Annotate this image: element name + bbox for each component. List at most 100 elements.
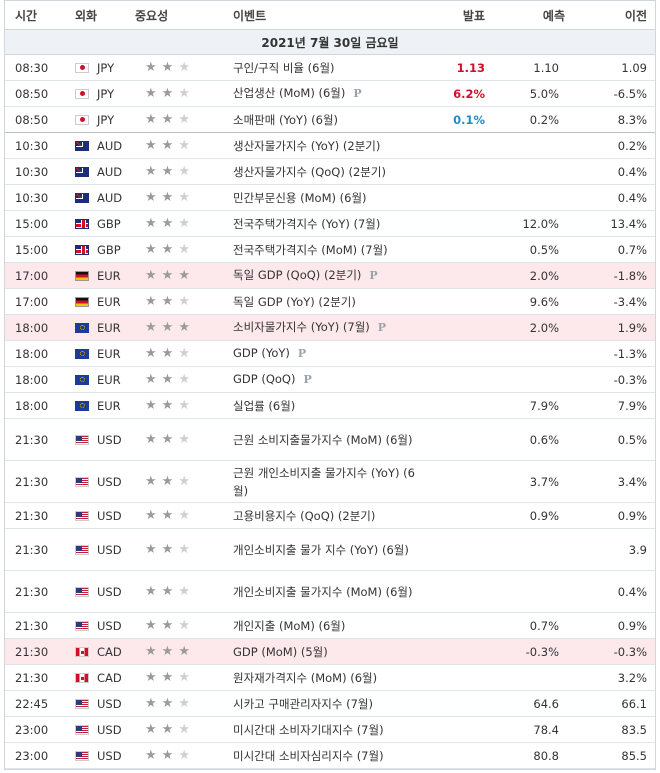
event-previous: 0.9% — [617, 618, 647, 633]
star-icon: ★ — [178, 398, 190, 413]
table-row[interactable]: 10:30 AUD ★ ★ ★ 민간부문신용 (MoM) (6월) 0.4% — [5, 185, 655, 211]
table-row[interactable]: 18:00 EUR ★ ★ ★ 실업률 (6월) 7.9% 7.9% — [5, 393, 655, 419]
event-name[interactable]: 개인소비지출 물가 지수 (YoY) (6월) — [225, 541, 421, 559]
event-title[interactable]: 생산자물가지수 (YoY) (2분기) — [233, 138, 381, 153]
event-title[interactable]: 전국주택가격지수 (MoM) (7월) — [233, 242, 388, 257]
header-currency[interactable]: 외화 — [75, 8, 98, 23]
event-title[interactable]: GDP (QoQ) — [233, 372, 296, 386]
table-row[interactable]: 21:30 CAD ★ ★ ★ 원자재가격지수 (MoM) (6월) 3.2% — [5, 665, 655, 691]
event-forecast: 2.0% — [529, 268, 559, 283]
star-icon: ★ — [145, 618, 157, 633]
table-row[interactable]: 21:30 USD ★ ★ ★ 근원 개인소비지출 물가지수 (YoY) (6월) 3.7%… — [5, 461, 655, 503]
event-title[interactable]: 시카고 구매관리자지수 (7월) — [233, 696, 373, 711]
event-title[interactable]: 미시간대 소비자심리지수 (7월) — [233, 748, 384, 763]
event-title[interactable]: 민간부문신용 (MoM) (6월) — [233, 190, 367, 205]
event-title[interactable]: 독일 GDP (QoQ) (2분기) — [233, 268, 362, 282]
event-name[interactable]: 미시간대 소비자심리지수 (7월) — [225, 747, 421, 765]
event-title[interactable]: 구인/구직 비율 (6월) — [233, 60, 335, 75]
event-name[interactable]: 독일 GDP (QoQ) (2분기) P — [225, 266, 421, 285]
table-row[interactable]: 23:00 USD ★ ★ ★ 미시간대 소비자기대지수 (7월) 78.4 83.5 — [5, 717, 655, 743]
header-event[interactable]: 이벤트 — [233, 8, 267, 23]
event-name[interactable]: 근원 개인소비지출 물가지수 (YoY) (6월) — [225, 464, 421, 500]
table-row[interactable]: 10:30 AUD ★ ★ ★ 생산자물가지수 (QoQ) (2분기) 0.4% — [5, 159, 655, 185]
table-row[interactable]: 15:00 GBP ★ ★ ★ 전국주택가격지수 (MoM) (7월) 0.5% 0.7% — [5, 237, 655, 263]
event-forecast: 0.2% — [529, 112, 559, 127]
event-name[interactable]: 생산자물가지수 (QoQ) (2분기) — [225, 163, 421, 181]
table-row[interactable]: 23:00 USD ★ ★ ★ 미시간대 소비자심리지수 (7월) 80.8 85.5 — [5, 743, 655, 769]
event-title[interactable]: 미시간대 소비자기대지수 (7월) — [233, 722, 384, 737]
event-name[interactable]: 민간부문신용 (MoM) (6월) — [225, 189, 421, 207]
event-name[interactable]: 독일 GDP (YoY) (2분기) — [225, 293, 421, 311]
table-row[interactable]: 22:45 USD ★ ★ ★ 시카고 구매관리자지수 (7월) 64.6 66.1 — [5, 691, 655, 717]
event-previous: 3.2% — [617, 670, 647, 685]
event-currency: USD — [69, 723, 135, 737]
event-name[interactable]: 전국주택가격지수 (MoM) (7월) — [225, 241, 421, 259]
event-name[interactable]: 미시간대 소비자기대지수 (7월) — [225, 721, 421, 739]
event-title[interactable]: 원자재가격지수 (MoM) (6월) — [233, 670, 378, 685]
table-row[interactable]: 21:30 CAD ★ ★ ★ GDP (MoM) (5월) -0.3% -0.3% — [5, 639, 655, 665]
event-name[interactable]: 산업생산 (MoM) (6월) P — [225, 84, 421, 103]
event-previous: 0.5% — [617, 432, 647, 447]
header-previous[interactable]: 이전 — [624, 8, 647, 23]
table-row[interactable]: 17:00 EUR ★ ★ ★ 독일 GDP (QoQ) (2분기) P 2.0% -1.8% — [5, 263, 655, 289]
event-name[interactable]: 구인/구직 비율 (6월) — [225, 59, 421, 77]
table-row[interactable]: 15:00 GBP ★ ★ ★ 전국주택가격지수 (YoY) (7월) 12.0% 13.4% — [5, 211, 655, 237]
event-title[interactable]: 개인지출 (MoM) (6월) — [233, 618, 346, 633]
header-actual[interactable]: 발표 — [462, 8, 485, 23]
event-title[interactable]: 개인소비지출 물가 지수 (YoY) (6월) — [233, 542, 409, 557]
event-title[interactable]: GDP (MoM) (5월) — [233, 644, 328, 659]
event-title[interactable]: 산업생산 (MoM) (6월) — [233, 86, 346, 100]
event-name[interactable]: 근원 소비지출물가지수 (MoM) (6월) — [225, 431, 421, 449]
table-row[interactable]: 10:30 AUD ★ ★ ★ 생산자물가지수 (YoY) (2분기) 0.2% — [5, 133, 655, 159]
event-name[interactable]: 고용비용지수 (QoQ) (2분기) — [225, 507, 421, 525]
table-row[interactable]: 21:30 USD ★ ★ ★ 개인소비지출 물가지수 (MoM) (6월) 0.4% — [5, 571, 655, 613]
flag-us-icon — [75, 586, 89, 597]
flag-us-icon — [75, 544, 89, 555]
currency-code: CAD — [97, 644, 122, 659]
event-name[interactable]: 개인소비지출 물가지수 (MoM) (6월) — [225, 583, 421, 601]
event-title[interactable]: 실업률 (6월) — [233, 398, 296, 413]
event-name[interactable]: 소매판매 (YoY) (6월) — [225, 111, 421, 129]
star-icon: ★ — [178, 432, 190, 447]
header-forecast[interactable]: 예측 — [542, 8, 565, 23]
table-row[interactable]: 21:30 USD ★ ★ ★ 개인소비지출 물가 지수 (YoY) (6월) 3.9 — [5, 529, 655, 571]
table-row[interactable]: 08:50 JPY ★ ★ ★ 소매판매 (YoY) (6월) 0.1% 0.2% 8.3% — [5, 107, 655, 133]
table-row[interactable]: 21:30 USD ★ ★ ★ 개인지출 (MoM) (6월) 0.7% 0.9% — [5, 613, 655, 639]
event-title[interactable]: 생산자물가지수 (QoQ) (2분기) — [233, 164, 386, 179]
table-row[interactable]: 17:00 EUR ★ ★ ★ 독일 GDP (YoY) (2분기) 9.6% -3.4% — [5, 289, 655, 315]
event-time: 08:50 — [15, 86, 49, 101]
event-name[interactable]: GDP (MoM) (5월) — [225, 643, 421, 661]
event-title[interactable]: GDP (YoY) — [233, 346, 290, 360]
event-name[interactable]: 소비자물가지수 (YoY) (7월) P — [225, 318, 421, 337]
event-title[interactable]: 독일 GDP (YoY) (2분기) — [233, 294, 356, 309]
event-name[interactable]: GDP (YoY) P — [225, 344, 421, 363]
star-icon: ★ — [145, 138, 157, 153]
flag-eu-icon — [75, 322, 89, 333]
event-title[interactable]: 소매판매 (YoY) (6월) — [233, 112, 339, 127]
table-row[interactable]: 21:30 USD ★ ★ ★ 근원 소비지출물가지수 (MoM) (6월) 0.6% 0.5… — [5, 419, 655, 461]
event-title[interactable]: 전국주택가격지수 (YoY) (7월) — [233, 216, 381, 231]
event-forecast: 5.0% — [529, 86, 559, 101]
table-row[interactable]: 18:00 EUR ★ ★ ★ GDP (QoQ) P -0.3% — [5, 367, 655, 393]
table-row[interactable]: 08:30 JPY ★ ★ ★ 구인/구직 비율 (6월) 1.13 1.10 1.09 — [5, 55, 655, 81]
event-title[interactable]: 근원 소비지출물가지수 (MoM) (6월) — [233, 432, 413, 447]
star-icon: ★ — [161, 164, 174, 179]
header-importance[interactable]: 중요성 — [135, 8, 169, 23]
table-row[interactable]: 18:00 EUR ★ ★ ★ 소비자물가지수 (YoY) (7월) P 2.0% 1.9% — [5, 315, 655, 341]
event-name[interactable]: 전국주택가격지수 (YoY) (7월) — [225, 215, 421, 233]
header-time[interactable]: 시간 — [15, 8, 38, 23]
event-name[interactable]: 생산자물가지수 (YoY) (2분기) — [225, 137, 421, 155]
event-name[interactable]: GDP (QoQ) P — [225, 370, 421, 389]
table-row[interactable]: 08:50 JPY ★ ★ ★ 산업생산 (MoM) (6월) P 6.2% 5.0% -6.5% — [5, 81, 655, 107]
event-title[interactable]: 고용비용지수 (QoQ) (2분기) — [233, 508, 376, 523]
flag-gb-icon — [75, 244, 89, 255]
event-title[interactable]: 근원 개인소비지출 물가지수 (YoY) (6월) — [233, 465, 415, 498]
event-name[interactable]: 원자재가격지수 (MoM) (6월) — [225, 669, 421, 687]
event-title[interactable]: 개인소비지출 물가지수 (MoM) (6월) — [233, 584, 413, 599]
event-title[interactable]: 소비자물가지수 (YoY) (7월) — [233, 320, 370, 334]
event-name[interactable]: 개인지출 (MoM) (6월) — [225, 617, 421, 635]
event-name[interactable]: 시카고 구매관리자지수 (7월) — [225, 695, 421, 713]
table-row[interactable]: 18:00 EUR ★ ★ ★ GDP (YoY) P -1.3% — [5, 341, 655, 367]
event-name[interactable]: 실업률 (6월) — [225, 397, 421, 415]
table-row[interactable]: 21:30 USD ★ ★ ★ 고용비용지수 (QoQ) (2분기) 0.9% 0.9% — [5, 503, 655, 529]
